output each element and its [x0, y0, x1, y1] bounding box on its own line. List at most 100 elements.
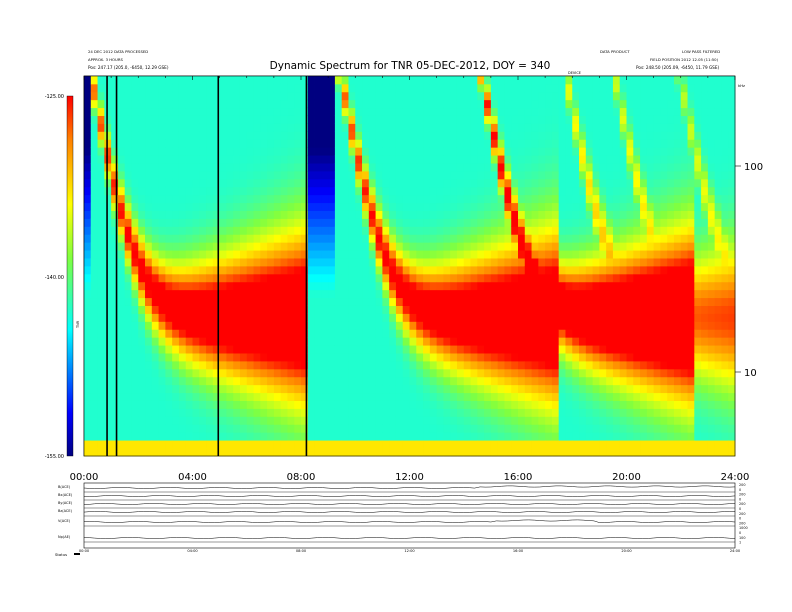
heatmap-cell	[572, 91, 580, 101]
heatmap-cell	[653, 392, 661, 401]
heatmap-cell	[192, 361, 200, 370]
heatmap-cell	[585, 384, 593, 394]
heatmap-cell	[328, 408, 336, 417]
heatmap-cell	[714, 440, 722, 449]
heatmap-cell	[443, 194, 451, 204]
heatmap-cell	[545, 440, 553, 449]
heatmap-cell	[443, 186, 451, 196]
heatmap-cell	[362, 376, 370, 386]
heatmap-cell	[667, 266, 675, 275]
heatmap-cell	[389, 91, 397, 101]
heatmap-cell	[402, 281, 410, 291]
heatmap-cell	[287, 115, 295, 124]
heatmap-cell	[334, 313, 343, 322]
heatmap-cell	[192, 376, 200, 386]
heatmap-cell	[362, 202, 370, 211]
heatmap-cell	[172, 178, 180, 188]
heatmap-cell	[538, 384, 546, 394]
heatmap-cell	[233, 91, 241, 101]
heatmap-cell	[633, 76, 641, 85]
heatmap-cell	[653, 353, 661, 362]
heatmap-cell	[307, 297, 315, 306]
heatmap-cell	[606, 218, 614, 227]
heatmap-cell	[314, 266, 322, 275]
heatmap-cell	[111, 226, 119, 235]
heatmap-cell	[389, 139, 397, 148]
heatmap-cell	[226, 83, 234, 93]
heatmap-cell	[524, 440, 532, 449]
heatmap-cell	[301, 321, 309, 330]
heatmap-cell	[84, 400, 92, 409]
heatmap-cell	[450, 305, 458, 314]
heatmap-cell	[124, 337, 132, 346]
heatmap-cell	[511, 194, 519, 204]
heatmap-cell	[572, 400, 580, 409]
heatmap-cell	[599, 250, 607, 259]
heatmap-cell	[334, 400, 343, 409]
frequency-axis: kHz 100 10	[735, 83, 763, 379]
heatmap-cell	[111, 91, 119, 101]
heatmap-cell	[653, 218, 661, 227]
heatmap-cell	[151, 147, 159, 156]
heatmap-cell	[375, 440, 383, 449]
heatmap-cell	[151, 337, 159, 346]
heatmap-cell	[456, 329, 465, 338]
heatmap-cell	[212, 384, 221, 394]
heatmap-cell	[619, 218, 627, 227]
heatmap-cell	[470, 99, 478, 109]
heatmap-cell	[145, 131, 153, 140]
heatmap-cell	[131, 384, 139, 394]
heatmap-cell	[484, 345, 492, 354]
heatmap-cell	[226, 250, 234, 259]
heatmap-cell	[321, 432, 329, 441]
heatmap-cell	[239, 400, 248, 409]
heatmap-cell	[172, 76, 180, 85]
heatmap-cell	[450, 313, 458, 322]
heatmap-cell	[178, 258, 187, 267]
heatmap-cell	[368, 392, 376, 401]
heatmap-cell	[423, 448, 431, 457]
heatmap-cell	[151, 440, 159, 449]
heatmap-cell	[728, 408, 736, 417]
heatmap-cell	[687, 226, 695, 235]
heatmap-cell	[599, 76, 607, 85]
heatmap-cell	[158, 448, 166, 457]
heatmap-cell	[531, 384, 539, 394]
heatmap-cell	[260, 178, 268, 188]
heatmap-cell	[511, 242, 519, 251]
heatmap-cell	[375, 194, 383, 204]
heatmap-cell	[511, 432, 519, 441]
heatmap-cell	[395, 242, 404, 251]
heatmap-cell	[694, 297, 702, 306]
heatmap-cell	[226, 289, 234, 299]
heatmap-cell	[328, 448, 336, 457]
heatmap-cell	[470, 234, 478, 243]
heatmap-cell	[443, 361, 451, 370]
heatmap-cell	[416, 107, 424, 116]
heatmap-cell	[145, 368, 153, 378]
heatmap-cell	[341, 218, 349, 227]
heatmap-cell	[239, 99, 248, 109]
heatmap-cell	[443, 440, 451, 449]
heatmap-cell	[714, 226, 722, 235]
heatmap-cell	[572, 281, 580, 291]
heatmap-cell	[714, 76, 722, 85]
heatmap-cell	[680, 107, 688, 116]
heatmap-cell	[646, 321, 655, 330]
heatmap-cell	[84, 194, 92, 204]
heatmap-cell	[206, 448, 214, 457]
heatmap-cell	[382, 155, 390, 164]
status-label: Status	[55, 552, 67, 557]
heatmap-cell	[239, 155, 248, 164]
heatmap-cell	[653, 107, 661, 116]
heatmap-cell	[307, 163, 315, 172]
heatmap-cell	[585, 194, 593, 204]
heatmap-cell	[640, 186, 648, 196]
heatmap-cell	[253, 202, 261, 211]
heatmap-cell	[348, 123, 356, 132]
heatmap-cell	[395, 218, 404, 227]
heatmap-cell	[518, 131, 526, 140]
heatmap-cell	[538, 281, 546, 291]
heatmap-cell	[199, 329, 207, 338]
heatmap-cell	[280, 139, 288, 148]
